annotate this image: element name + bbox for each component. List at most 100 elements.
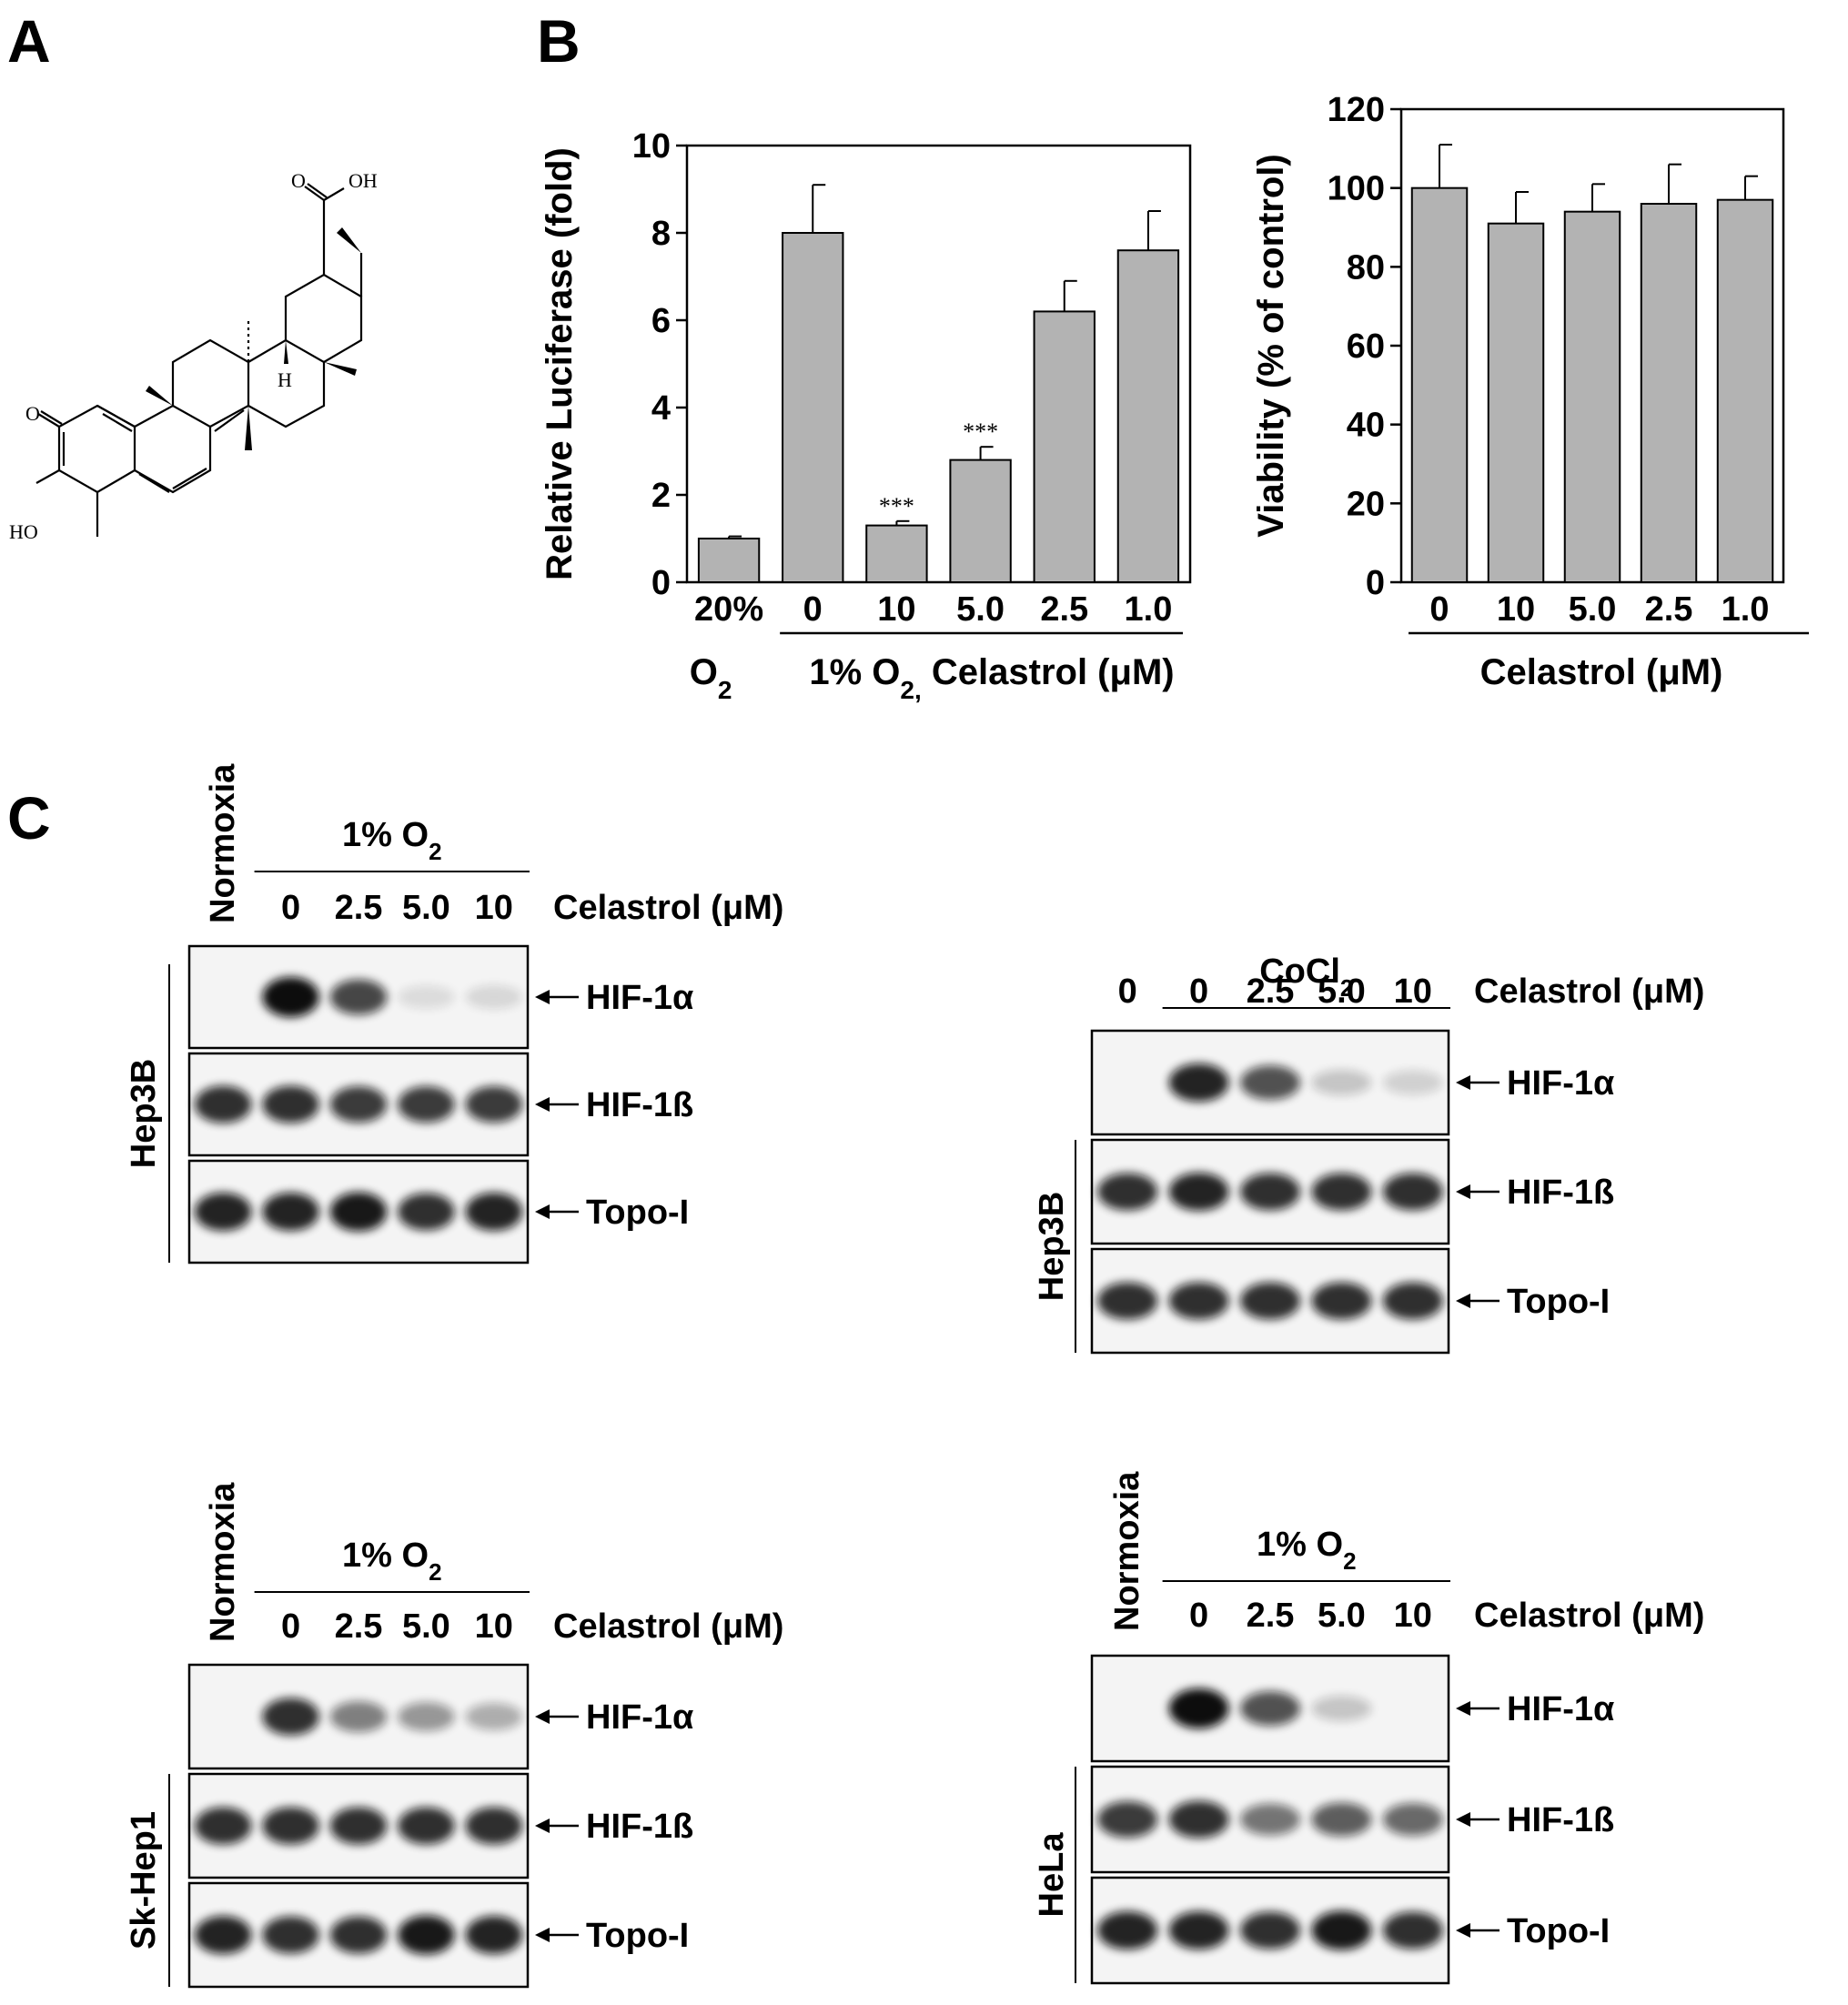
blot-band	[398, 1807, 455, 1845]
y-tick-label: 80	[1347, 248, 1385, 287]
blot-band	[1382, 1282, 1443, 1320]
cell-line-label: Hep3B	[125, 1059, 163, 1168]
protein-label: HIF-1α	[1507, 1690, 1614, 1728]
cell-line-label: Sk-Hep1	[125, 1811, 163, 1950]
arrow-head	[535, 1097, 550, 1112]
arrow-head	[1456, 1701, 1470, 1716]
y-tick-label: 10	[632, 127, 671, 166]
arrow-head	[535, 1204, 550, 1219]
lane-label: 5.0	[1318, 972, 1366, 1011]
o2-label: O2	[690, 652, 732, 704]
blot-band	[1311, 1696, 1372, 1721]
lane-label: 10	[475, 889, 513, 927]
blot-band	[1168, 1173, 1229, 1211]
x-category-label: 2.5	[1040, 590, 1088, 629]
bar	[865, 524, 928, 583]
blot-band	[465, 984, 523, 1010]
blot-band	[465, 1703, 523, 1730]
x-category-label: 20%	[694, 590, 763, 629]
blot-band	[1382, 1070, 1443, 1095]
lane-label: 0	[281, 889, 300, 927]
drug-label: Celastrol (μM)	[1474, 1597, 1704, 1635]
blot-band	[1240, 1282, 1300, 1320]
significance-label: ***	[963, 418, 998, 445]
blot-band	[1168, 1911, 1229, 1950]
arrow-head	[1456, 1075, 1470, 1090]
x-category-label: 10	[877, 590, 915, 629]
blot-band	[194, 1807, 252, 1845]
blot-band	[194, 1085, 252, 1123]
blot-band	[194, 1193, 252, 1231]
blot-band	[1311, 1282, 1372, 1320]
blot-band	[1382, 1911, 1443, 1950]
blot-band	[1311, 1910, 1372, 1950]
y-tick-label: 40	[1347, 407, 1385, 445]
y-tick-label: 4	[651, 389, 671, 428]
blot-band	[329, 1701, 388, 1732]
blot-band	[398, 1193, 455, 1231]
blot-band	[262, 1193, 319, 1231]
lane-label: 0	[1189, 1597, 1208, 1635]
y-tick-label: 120	[1328, 91, 1385, 129]
y-tick-label: 100	[1328, 170, 1385, 208]
arrow-head	[1456, 1294, 1470, 1308]
blot-band	[194, 1916, 252, 1954]
protein-label: HIF-1ß	[586, 1086, 693, 1124]
arrow-head	[1456, 1184, 1470, 1199]
plot-frame	[685, 144, 1192, 584]
protein-label: HIF-1ß	[1507, 1174, 1614, 1212]
blot-band	[398, 1702, 455, 1731]
bar	[1716, 198, 1774, 584]
blot-band	[262, 1916, 319, 1954]
lane-label: 5.0	[1318, 1597, 1366, 1635]
blot-band	[262, 1085, 319, 1123]
protein-label: HIF-1α	[586, 1698, 693, 1737]
blot-band	[398, 1086, 455, 1123]
bar	[1033, 310, 1096, 583]
bar	[782, 232, 844, 583]
blot-band	[465, 1193, 523, 1231]
y-tick-label: 60	[1347, 327, 1385, 366]
western-blots: 0 2.5 5.0 10 Celastrol (μM) 1% O2 Normoxia HIF-…	[125, 763, 1704, 1989]
blot-band	[1240, 1803, 1300, 1836]
cell-line-label: Hep3B	[1033, 1192, 1071, 1301]
x-category-label: 0	[1429, 590, 1449, 629]
lane-label: 5.0	[402, 1607, 450, 1646]
drug-label: Celastrol (μM)	[1474, 972, 1704, 1011]
blot-panel-2: 0 0 2.5 5.0 10 Celastrol (μM)CoCl2HIF-1αHIF-1…	[1033, 952, 1704, 1355]
protein-label: HIF-1ß	[586, 1808, 693, 1846]
cell-line-label: HeLa	[1033, 1832, 1071, 1918]
lane-label: 10	[1394, 1597, 1432, 1635]
bar	[697, 538, 761, 583]
arrow-head	[535, 1709, 550, 1724]
bar	[1116, 249, 1180, 583]
blot-band	[1168, 1800, 1229, 1839]
y-tick-label: 0	[1366, 564, 1385, 602]
x-category-label: 1.0	[1722, 590, 1770, 629]
lane-label: 2.5	[335, 1607, 383, 1646]
blot-band	[1097, 1282, 1158, 1320]
blot-band	[329, 1807, 388, 1845]
blot-band	[1168, 1688, 1229, 1728]
drug-label: Celastrol (μM)	[553, 1607, 783, 1646]
x-category-label: 1.0	[1125, 590, 1173, 629]
condition-label: 1% O2	[342, 1536, 442, 1586]
blot-band	[1382, 1803, 1443, 1836]
arrow-head	[535, 1819, 550, 1833]
chem-oh-top: OH	[348, 169, 378, 192]
panel-letter-a: A	[7, 7, 51, 75]
panel-letter-c: C	[7, 784, 51, 851]
blot-band	[1240, 1691, 1300, 1726]
drug-label: Celastrol (μM)	[553, 889, 783, 927]
chem-o-left: O	[25, 402, 40, 425]
blot-band	[329, 1086, 388, 1123]
y-tick-label: 20	[1347, 485, 1385, 523]
blot-band	[262, 1807, 319, 1845]
chem-h: H	[278, 368, 292, 391]
blot-panel-4: 0 2.5 5.0 10 Celastrol (μM) 1% O2 Normoxia HIF-…	[1033, 1471, 1704, 1985]
blot-band	[398, 985, 455, 1009]
panel-letter-b: B	[537, 7, 581, 75]
blot-band	[398, 1915, 455, 1955]
blot-band	[1240, 1911, 1300, 1950]
